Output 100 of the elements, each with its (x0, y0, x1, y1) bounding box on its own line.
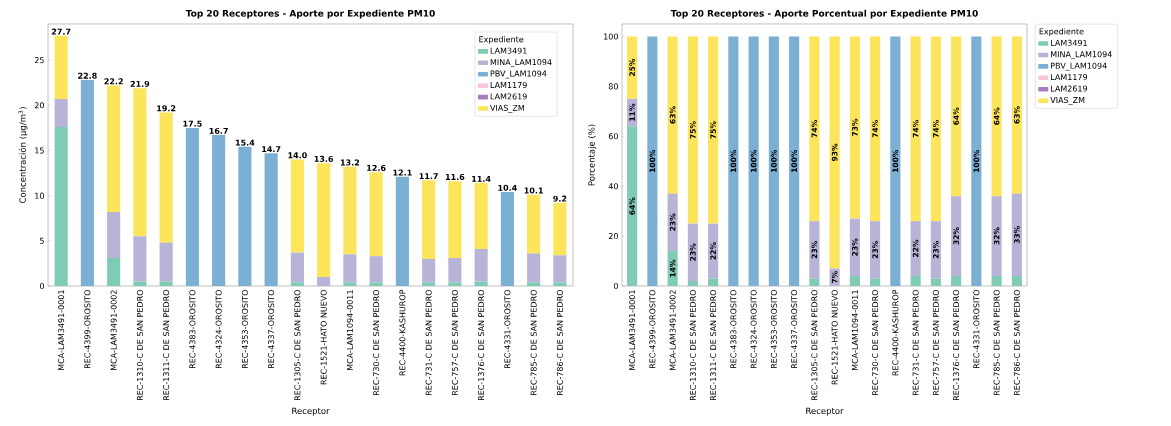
legend-label: LAM3491 (490, 47, 527, 54)
bar (317, 276, 331, 286)
bar (448, 181, 462, 258)
x-tick-label: REC-4399-OROSITO (649, 289, 656, 369)
bar (687, 36, 698, 224)
x-tick-label: REC-730-C DE SAN PEDRO (872, 289, 879, 395)
total-label: 10.4 (498, 184, 517, 191)
y-tick-label: 20 (34, 102, 44, 109)
bar (527, 253, 541, 283)
x-axis-title: Receptor (292, 407, 330, 416)
x-tick-label: REC-4337-OROSITO (268, 289, 275, 369)
y-tick-label: 15 (35, 147, 44, 154)
legend-label: LAM3491 (1051, 39, 1087, 46)
total-label: 22.2 (104, 78, 123, 85)
bar (627, 126, 638, 286)
legend-label: VIAS_ZM (490, 104, 524, 113)
legend-label: LAM1179 (1051, 74, 1088, 81)
bar (951, 196, 962, 277)
x-tick-label: REC-1311-C DE SAN PEDRO (163, 289, 170, 401)
x-tick-label: MCA-LAM1094-0011 (346, 290, 353, 371)
x-tick-label: MCA-LAM3491-0001 (629, 290, 636, 371)
total-label: 13.6 (314, 155, 334, 162)
bar (422, 180, 436, 259)
bar (870, 278, 881, 286)
bar (395, 176, 409, 286)
bar (708, 223, 719, 279)
x-tick-label: REC-1521-HATO NUEVO (831, 289, 838, 385)
bar (54, 98, 68, 127)
total-label: 16.7 (209, 127, 228, 134)
bar (474, 183, 488, 249)
x-tick-label: REC-1521-HATO NUEVO (320, 289, 327, 385)
bar (159, 281, 173, 286)
bar (474, 281, 488, 286)
bar (849, 218, 860, 277)
legend-title: Expediente (479, 36, 524, 44)
x-tick-label: REC-4324-OROSITO (215, 289, 222, 369)
bar (448, 257, 462, 283)
x-tick-label: REC-1310-C DE SAN PEDRO (689, 289, 696, 401)
bar (728, 36, 739, 286)
bar (527, 282, 541, 286)
total-label: 12.6 (367, 164, 386, 171)
legend-label: PBV_LAM1094 (1051, 62, 1107, 71)
bar (789, 36, 800, 286)
y-tick-label: 80 (608, 83, 618, 90)
x-tick-label: MCA-LAM3491-0002 (110, 290, 117, 371)
y-tick-label: 40 (608, 183, 618, 190)
bar (369, 172, 383, 257)
y-tick-label: 60 (608, 133, 618, 140)
y-tick-label: 10 (35, 192, 44, 199)
legend-label: MINA_LAM1094 (1051, 51, 1112, 60)
bar (448, 282, 462, 286)
bar (80, 80, 94, 286)
bar (708, 36, 719, 224)
x-tick-label: REC-757-C DE SAN PEDRO (932, 289, 939, 395)
total-label: 11.6 (445, 173, 465, 180)
y-tick-label: 100 (604, 33, 618, 40)
x-axis-title: Receptor (806, 407, 844, 416)
chart-title: Top 20 Receptores - Aporte Porcentual por Expediente PM10 (670, 9, 978, 19)
x-tick-label: REC-4337-OROSITO (791, 289, 798, 369)
bar (809, 278, 820, 286)
bar (687, 223, 698, 281)
bar (238, 146, 252, 286)
bar (54, 35, 68, 99)
bar (133, 281, 147, 286)
bar (667, 193, 678, 252)
bar (708, 278, 719, 286)
legend-label: LAM2619 (1051, 85, 1088, 92)
total-label: 13.2 (340, 159, 360, 166)
bar (809, 36, 820, 222)
x-tick-label: REC-786-C DE SAN PEDRO (556, 289, 563, 395)
bar (107, 85, 121, 212)
bar (809, 221, 820, 279)
x-tick-label: MCA-LAM3491-0002 (669, 290, 676, 371)
bar (185, 127, 199, 286)
bar (133, 236, 147, 282)
legend-label: LAM2619 (490, 93, 527, 100)
legend-label: PBV_LAM1094 (490, 70, 547, 79)
x-tick-label: REC-1311-C DE SAN PEDRO (710, 289, 717, 401)
chart-title: Top 20 Receptores - Aporte por Expediente PM10 (185, 9, 435, 19)
bar (107, 257, 121, 286)
x-tick-label: REC-1376-C DE SAN PEDRO (953, 289, 960, 401)
total-label: 11.7 (419, 173, 438, 180)
total-label: 17.5 (183, 120, 202, 127)
bar (647, 36, 658, 286)
bar (212, 135, 226, 286)
bar (474, 248, 488, 282)
total-label: 21.9 (130, 80, 150, 87)
y-tick-label: 20 (608, 233, 618, 240)
x-tick-label: REC-785-C DE SAN PEDRO (530, 289, 537, 395)
legend-label: MINA_LAM1094 (490, 59, 552, 67)
x-tick-label: REC-757-C DE SAN PEDRO (451, 289, 458, 395)
bar (133, 88, 147, 237)
y-axis-title: Concentración (µg/m$^{3}$) (18, 107, 28, 204)
bar (768, 36, 779, 286)
total-label: 19.2 (157, 105, 176, 112)
x-tick-label: REC-4353-OROSITO (241, 289, 248, 369)
x-tick-label: REC-1310-C DE SAN PEDRO (136, 289, 143, 401)
bar (930, 278, 941, 286)
x-tick-label: REC-785-C DE SAN PEDRO (993, 289, 1000, 395)
x-tick-label: REC-4400-KASHUROP (892, 289, 899, 376)
